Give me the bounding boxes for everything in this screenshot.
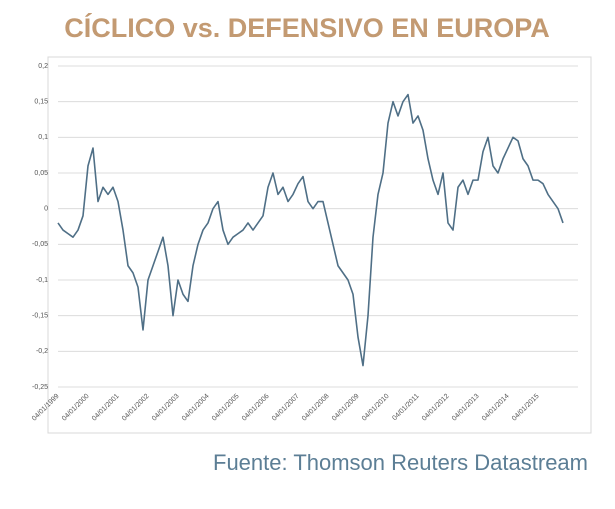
y-tick-label: -0,1 xyxy=(36,277,48,284)
y-tick-label: 0,15 xyxy=(34,99,48,106)
y-tick-label: -0,15 xyxy=(32,313,48,320)
y-tick-label: -0,25 xyxy=(32,384,48,391)
y-tick-label: 0,2 xyxy=(38,63,48,70)
series-line xyxy=(57,93,564,367)
y-tick-label: 0,1 xyxy=(38,134,48,141)
y-tick-label: -0,2 xyxy=(36,348,48,355)
chart-frame xyxy=(47,56,592,434)
chart-title: CÍCLICO vs. DEFENSIVO EN EUROPA xyxy=(64,12,550,43)
y-tick-label: -0,05 xyxy=(32,241,48,248)
source: Fuente: Thomson Reuters Datastream xyxy=(213,450,588,475)
y-tick-label: 0,05 xyxy=(34,170,48,177)
y-tick-label: 0 xyxy=(44,206,48,213)
